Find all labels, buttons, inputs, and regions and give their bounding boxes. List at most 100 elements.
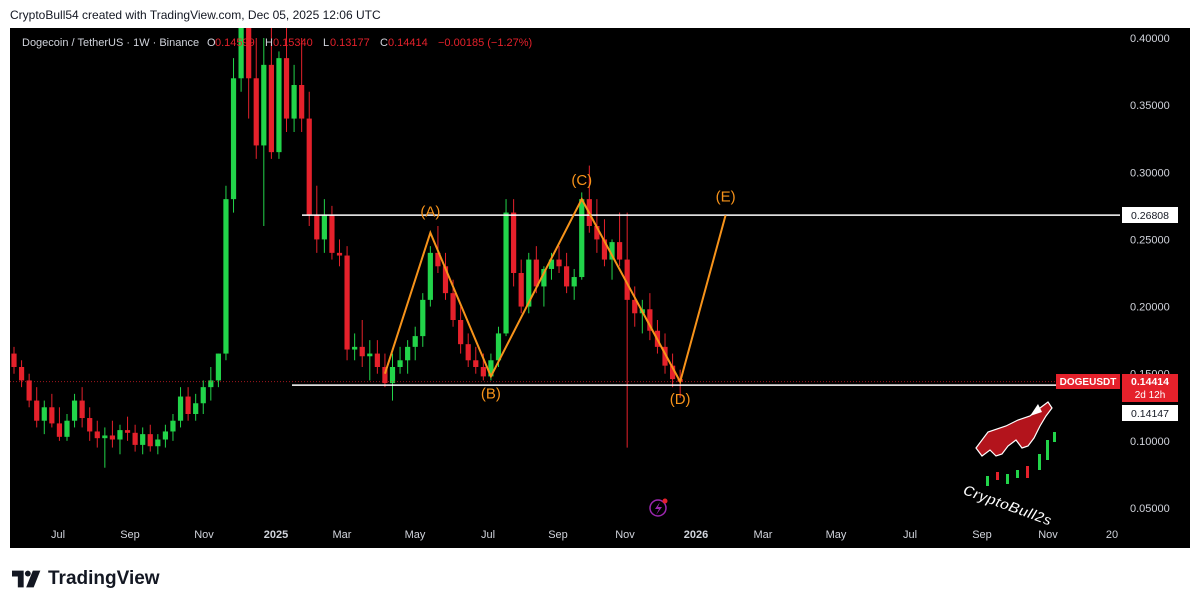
price-chart[interactable]: (A) (B) (C) (D) (E) 0.40000 0.35000 0.30000 0.2…: [10, 28, 1190, 548]
support-label: 0.14147: [1131, 408, 1169, 420]
candle-body: [230, 78, 237, 200]
candle-body: [526, 259, 532, 307]
candle-body: [268, 64, 274, 153]
x-tick-label: Sep: [120, 529, 140, 541]
candle-body: [352, 346, 358, 350]
candle-body: [601, 239, 608, 260]
candle-body: [246, 28, 252, 79]
x-tick-label: 2026: [684, 529, 708, 541]
candle-body: [321, 215, 327, 240]
y-tick-label: 0.35000: [1130, 100, 1170, 112]
candle-body: [564, 266, 570, 287]
candle-body: [420, 299, 426, 337]
y-tick-label: 0.10000: [1130, 436, 1170, 448]
symbol-badge-label: DOGEUSDT: [1060, 377, 1117, 388]
legend-change: −0.00185 (−1.27%): [438, 37, 532, 49]
candle-body: [18, 367, 25, 381]
candle-body: [117, 430, 123, 440]
wave-label: (B): [481, 385, 501, 402]
chart-area[interactable]: (A) (B) (C) (D) (E) 0.40000 0.35000 0.30000 0.2…: [10, 28, 1190, 548]
candle-body: [374, 353, 380, 367]
x-tick-label: Jul: [903, 529, 917, 541]
candle-body: [261, 64, 267, 146]
legend-l-value: 0.13177: [330, 37, 370, 49]
candle-body: [306, 118, 312, 216]
candle-body: [102, 435, 108, 439]
x-tick-label: Jul: [51, 529, 65, 541]
resistance-label: 0.26808: [1131, 210, 1169, 222]
candle-body: [344, 255, 350, 350]
candle-body: [511, 212, 517, 273]
candle-body: [291, 85, 297, 119]
wave-label: (E): [716, 188, 736, 205]
bull-logo: CryptoBull2s: [960, 401, 1056, 530]
countdown-value: 2d 12h: [1135, 390, 1166, 401]
candle-body: [132, 432, 138, 445]
candle-body: [405, 346, 411, 361]
candle-body: [71, 400, 78, 421]
candle-body: [594, 226, 600, 240]
candle-body: [435, 252, 441, 267]
candle-body: [518, 273, 524, 307]
watermark-text: CryptoBull2s: [961, 482, 1055, 530]
legend-l-label: L: [323, 37, 329, 49]
legend-o-label: O: [207, 37, 216, 49]
candle-body: [480, 367, 486, 377]
candle-body: [124, 430, 131, 433]
x-tick-label: May: [405, 529, 426, 541]
legend-symbol: Dogecoin / TetherUS · 1W · Binance: [22, 37, 199, 49]
candle-body: [382, 367, 388, 384]
last-price-value: 0.14414: [1131, 376, 1169, 388]
candle-body: [548, 259, 555, 269]
x-tick-label: Nov: [194, 529, 214, 541]
candle-body: [147, 434, 153, 447]
wave-path: [383, 196, 727, 385]
legend-c-label: C: [380, 37, 388, 49]
candle-body: [336, 252, 343, 256]
candle-body: [609, 242, 615, 260]
candle-body: [556, 259, 562, 267]
candle-body: [669, 365, 676, 380]
candle-body: [367, 353, 373, 357]
candle-body: [162, 431, 168, 440]
tradingview-logo-icon: [12, 570, 41, 588]
x-tick-label: Nov: [1038, 529, 1058, 541]
y-tick-label: 0.05000: [1130, 503, 1170, 515]
candle-body: [442, 266, 449, 294]
candle-body: [34, 400, 40, 421]
legend-o-value: 0.14599: [215, 37, 255, 49]
candle-body: [579, 199, 585, 278]
candle-body: [11, 353, 17, 367]
candle-body: [412, 336, 418, 347]
footer-brand-text: TradingView: [48, 568, 160, 589]
candle-body: [41, 407, 47, 421]
legend-h-label: H: [265, 37, 273, 49]
candle-body: [215, 353, 221, 381]
x-tick-label: Jul: [481, 529, 495, 541]
chart-header: CryptoBull54 created with TradingView.co…: [10, 8, 381, 22]
x-tick-label: May: [826, 529, 847, 541]
candles-group: [11, 28, 683, 468]
candle-body: [87, 418, 93, 432]
candle-body: [473, 360, 479, 367]
axes-group: 0.400000.350000.300000.250000.200000.150…: [51, 33, 1170, 541]
alert-icon[interactable]: [649, 498, 668, 517]
x-tick-label: 20: [1106, 529, 1118, 541]
candle-body: [495, 333, 502, 361]
y-tick-label: 0.25000: [1130, 234, 1170, 246]
candle-body: [427, 252, 433, 300]
candle-body: [49, 407, 55, 424]
candle-body: [647, 309, 653, 331]
candle-body: [64, 420, 70, 437]
candle-body: [253, 78, 259, 146]
candle-body: [170, 420, 176, 432]
candle-body: [208, 380, 214, 388]
wave-label: (C): [571, 172, 592, 189]
x-tick-label: Mar: [333, 529, 352, 541]
x-tick-label: Nov: [615, 529, 635, 541]
candle-body: [359, 346, 365, 357]
candle-body: [193, 403, 199, 414]
candle-body: [276, 58, 282, 153]
x-tick-label: Mar: [754, 529, 773, 541]
footer-brand: TradingView: [12, 566, 160, 592]
